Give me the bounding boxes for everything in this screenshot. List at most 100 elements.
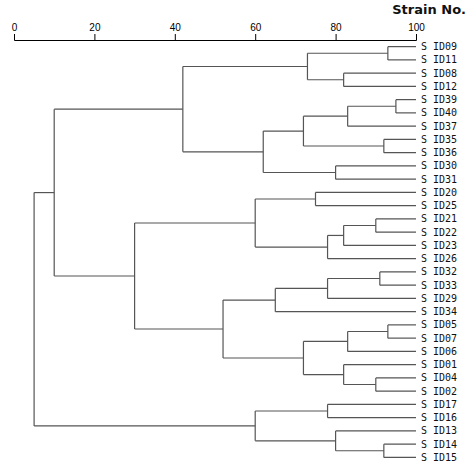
leaf-label: S ID34: [421, 306, 457, 317]
branch-arm: [348, 126, 416, 127]
leaf-label: S ID02: [421, 386, 457, 397]
branch-arm: [344, 86, 416, 87]
branch-arm: [388, 46, 416, 47]
branch-arm: [255, 410, 327, 411]
branch-arm: [344, 364, 416, 365]
tick-label: 40: [170, 22, 182, 33]
branch-arm: [316, 205, 417, 206]
branch-arm: [348, 351, 416, 352]
branch-arm: [303, 374, 343, 375]
branch-arm: [384, 139, 416, 140]
tick: 60: [250, 22, 262, 40]
leaf-label: S ID08: [421, 68, 457, 79]
branch-arm: [303, 116, 347, 117]
branch-arm: [135, 222, 256, 223]
leaf-label: S ID07: [421, 333, 457, 344]
branch-arm: [54, 109, 183, 110]
branch-arm: [344, 384, 376, 385]
leaf-label: S ID35: [421, 134, 457, 145]
branch-arm: [307, 53, 387, 54]
leaf-label: S ID06: [421, 346, 457, 357]
leaf-label: S ID23: [421, 240, 457, 251]
branch-arm: [328, 235, 344, 236]
tick: 80: [331, 22, 343, 40]
branch-arm: [388, 324, 416, 325]
branch-arm: [344, 73, 416, 74]
tick-mark: [336, 34, 337, 40]
dendrogram: [34, 47, 416, 458]
branch-arm: [348, 106, 396, 107]
tick-mark: [416, 34, 417, 40]
branch-arm: [34, 425, 255, 426]
tick-mark: [14, 34, 15, 40]
leaf-label: S ID15: [421, 452, 457, 463]
leaf-labels: S ID09S ID11S ID08S ID12S ID39S ID40S ID…: [421, 41, 457, 463]
branch-arm: [307, 79, 343, 80]
branch-arm: [336, 165, 416, 166]
title: Strain No.: [392, 2, 466, 17]
branch-arm: [336, 450, 384, 451]
branch-arm: [376, 391, 416, 392]
branch-arm: [344, 225, 376, 226]
leaf-label: S ID39: [421, 94, 457, 105]
branch-arm: [380, 285, 416, 286]
branch-arm: [388, 338, 416, 339]
leaf-label: S ID32: [421, 266, 457, 277]
tick: 40: [170, 22, 182, 40]
tick-label: 60: [250, 22, 262, 33]
chart: 020406080100S ID09S ID11S ID08S ID12S ID…: [0, 0, 474, 474]
branch-arm: [328, 417, 416, 418]
branch-arm: [255, 440, 335, 441]
branch-arm: [255, 198, 315, 199]
leaf-label: S ID17: [421, 399, 457, 410]
branch-arm: [348, 331, 388, 332]
leaf-label: S ID16: [421, 412, 457, 423]
branch-arm: [328, 258, 416, 259]
branch-arm: [380, 271, 416, 272]
leaf-label: S ID40: [421, 107, 457, 118]
tick-mark: [94, 34, 95, 40]
branch-arm: [183, 151, 263, 152]
tick: 20: [89, 22, 101, 40]
leaf-label: S ID12: [421, 81, 457, 92]
branch-arm: [396, 99, 416, 100]
branch-arm: [376, 377, 416, 378]
leaf-label: S ID22: [421, 227, 457, 238]
branch-arm: [223, 299, 275, 300]
x-axis: 0 20 40 60 80 100: [12, 22, 426, 41]
leaf-label: S ID29: [421, 293, 457, 304]
leaf-label: S ID25: [421, 200, 457, 211]
branch-arm: [135, 328, 223, 329]
leaf-label: S ID14: [421, 439, 457, 450]
tick-label: 100: [408, 22, 425, 33]
branch-arm: [344, 245, 416, 246]
tick: 0: [12, 22, 18, 40]
branch-arm: [376, 218, 416, 219]
leaf-label: S ID30: [421, 160, 457, 171]
branch-arm: [263, 130, 303, 131]
branch-arm: [34, 192, 54, 193]
branch-arm: [275, 311, 416, 312]
leaf-label: S ID13: [421, 425, 457, 436]
branch-arm: [376, 232, 416, 233]
tick-mark: [175, 34, 176, 40]
branch-arm: [384, 444, 416, 445]
tick-mark: [255, 34, 256, 40]
branch-arm: [384, 457, 416, 458]
plot: 020406080100S ID09S ID11S ID08S ID12S ID…: [12, 22, 457, 463]
leaf-label: S ID36: [421, 147, 457, 158]
leaf-label: S ID11: [421, 54, 457, 65]
branch-arm: [396, 112, 416, 113]
branch-arm: [54, 275, 134, 276]
branch-arm: [303, 341, 347, 342]
branch-arm: [263, 172, 335, 173]
branch-arm: [316, 192, 417, 193]
branch-arm: [328, 278, 380, 279]
branch-arm: [183, 66, 308, 67]
tick-label: 80: [331, 22, 343, 33]
branch-arm: [384, 152, 416, 153]
tick: 100: [408, 22, 425, 40]
branch-arm: [303, 145, 383, 146]
tick-label: 0: [12, 22, 18, 33]
branch-arm: [275, 288, 327, 289]
